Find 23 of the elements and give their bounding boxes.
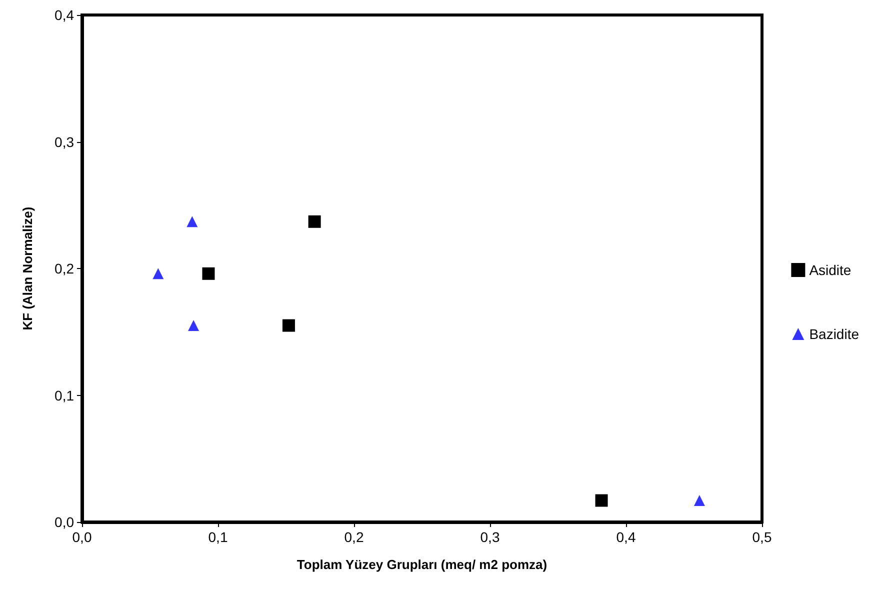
legend-label: Asidite	[809, 262, 852, 278]
x-axis-title: Toplam Yüzey Grupları (meq/ m2 pomza)	[296, 557, 548, 572]
x-tick-label: 0,1	[208, 529, 228, 545]
y-tick-label: 0,0	[54, 514, 74, 530]
point	[282, 319, 295, 332]
point	[186, 216, 198, 228]
point	[595, 494, 608, 507]
point	[202, 267, 215, 280]
point	[188, 320, 200, 332]
y-tick-label: 0,3	[54, 134, 74, 150]
point	[308, 215, 321, 228]
y-tick-label: 0,1	[54, 387, 74, 404]
x-tick-label: 0,0	[72, 529, 92, 545]
y-axis-title: KF (Alan Normalize)	[20, 206, 35, 330]
x-tick-label: 0,5	[752, 529, 772, 545]
legend-label: Bazidite	[809, 326, 860, 342]
x-tick-label: 0,4	[616, 529, 636, 545]
point	[152, 268, 164, 280]
point	[694, 494, 705, 506]
y-tick-label: 0,4	[54, 7, 74, 23]
x-tick-label: 0,3	[480, 529, 500, 545]
x-tick-label: 0,2	[344, 529, 364, 545]
y-tick-label: 0,2	[54, 260, 74, 276]
